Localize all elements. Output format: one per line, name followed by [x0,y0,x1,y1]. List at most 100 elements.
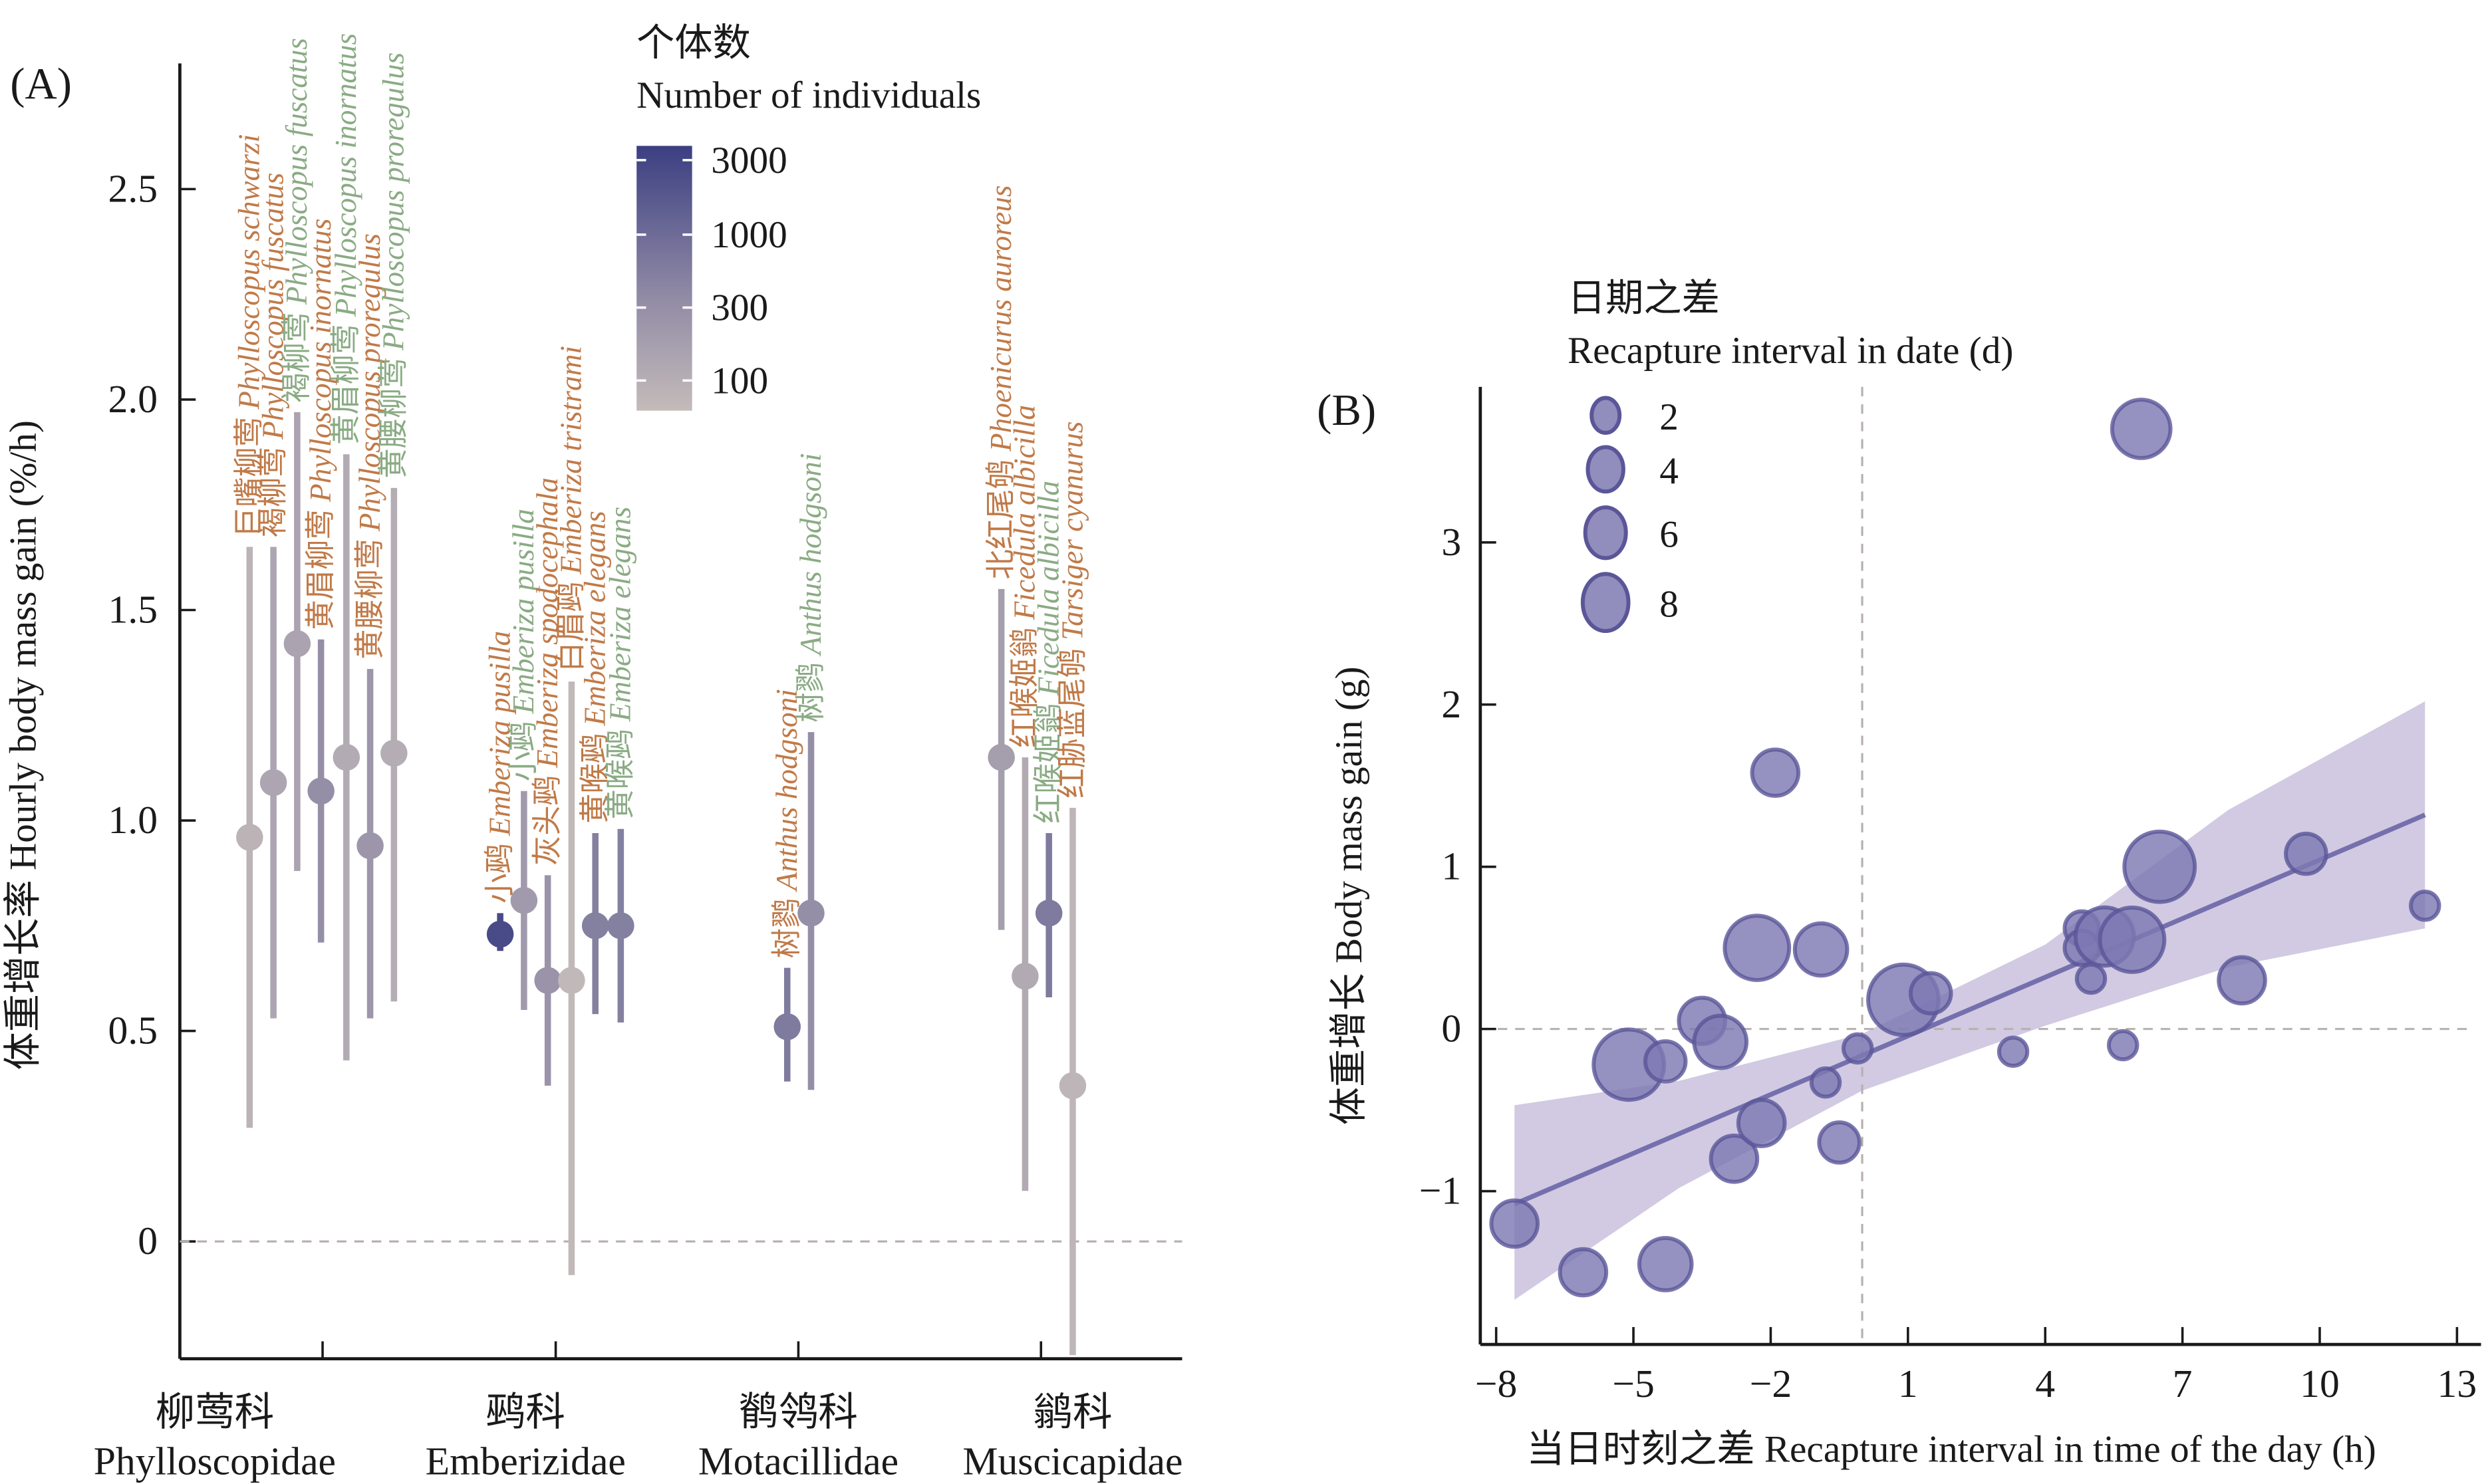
panel-b-x-tick-label: −8 [1475,1362,1517,1406]
size-legend-label: 6 [1659,514,1679,556]
point-range [259,547,287,1019]
point-range [797,732,825,1090]
data-bubble [1750,747,1801,798]
point-range [773,967,801,1082]
data-bubble [1841,1032,1874,1065]
panel-b-label: (B) [1317,386,1376,435]
point-range [534,875,561,1086]
mean-point [581,912,609,939]
panel-b-y-tick-label: 2 [1441,682,1461,726]
panel-b-y-axis: −1 0 1 2 3 [1419,386,1496,1345]
panel-b-reference-lines [1480,386,2475,1345]
size-legend-label: 8 [1659,584,1679,626]
point-range [1059,808,1087,1356]
species-name-zh: 巨嘴柳莺 [233,410,266,538]
species-label: 北红尾鸲 Phoenicurus auroreus [984,185,1018,579]
panel-a-family-labels: 柳莺科 Phylloscopidae 鹀科 Emberizidae 鹡鸰科 Motacil… [94,1390,1183,1483]
panel-b: (B) 体重增长 Body mass gain (g) 当日时刻之差 Recap… [1317,277,2481,1471]
size-legend-bubble [1590,396,1622,435]
size-legend-label: 2 [1659,396,1679,438]
family-label-zh: 鹡鸰科 [739,1390,858,1434]
data-bubble [1709,1133,1760,1184]
family-label-en: Motacillidae [698,1439,898,1483]
species-name-latin: Phylloscopus proregulus [377,53,410,351]
species-name-zh: 灰头鹀 [531,768,564,866]
species-name-latin: Emberiza pusilla [507,509,540,714]
color-bar [636,146,692,411]
data-bubble [2074,962,2108,995]
data-bubble [2284,831,2328,876]
panel-b-y-tick-label: −1 [1419,1169,1461,1213]
species-name-zh: 红喉姬鹟 [1008,620,1041,748]
panel-b-x-axis: −8 −5 −2 1 4 7 10 13 [1475,1326,2481,1406]
family-label-en: Emberizidae [426,1439,626,1483]
species-name-latin: Phylloscopus fuscatus [280,38,313,305]
point-range [607,828,634,1023]
data-bubble [1908,971,1953,1016]
data-bubble [1637,1236,1694,1293]
panel-a-y-axis-title: 体重增长率 Hourly body mass gain (%/h) [2,420,44,1070]
panel-b-y-axis-title: 体重增长 Body mass gain (g) [1328,666,1370,1125]
color-bar-tick-label: 3000 [711,140,787,182]
mean-point [1059,1072,1087,1100]
color-bar-ticks: 3000 1000 300 100 [636,140,787,402]
species-label: 黄喉鹀 Emberiza elegans [579,511,612,824]
mean-point [607,912,634,939]
family-label-zh: 柳莺科 [155,1390,274,1434]
panel-b-x-tick-label: 10 [2300,1362,2340,1406]
data-bubble [2217,955,2267,1006]
point-range [307,639,335,943]
mean-point [1012,963,1039,990]
species-name-latin: Emberiza elegans [604,507,637,722]
species-label: 黄眉柳莺 Phylloscopus inornatus [304,218,337,630]
species-name-zh: 小鹀 [507,713,540,781]
species-name-latin: Tarsiger cyanurus [1055,422,1089,640]
panel-b-y-tick-label: 0 [1441,1007,1461,1051]
color-bar-tick-label: 300 [711,287,768,329]
size-legend-title-zh: 日期之差 [1568,277,1720,319]
mean-point [236,824,263,851]
panel-a-y-tick-label: 1.5 [108,588,158,632]
family-label-zh: 鹟科 [1033,1390,1112,1434]
point-range [236,547,263,1128]
species-name-zh: 树鹨 [770,890,803,958]
family-label-zh: 鹀科 [486,1390,565,1434]
panel-a-y-tick-label: 1.0 [108,798,158,842]
mean-point [259,769,287,797]
data-bubble [2409,890,2441,922]
species-label: 褐柳莺 Phylloscopus fuscatus [256,173,289,538]
panel-a-x-axis [180,1341,1182,1360]
confidence-band [1514,701,2425,1300]
species-label: 树鹨 Anthus hodgsoni [794,453,827,723]
species-name-zh: 黄喉鹀 [604,721,637,819]
regression-line [1513,812,2426,1207]
species-label: 红胁蓝尾鸲 Tarsiger cyanurus [1055,422,1089,799]
point-range [558,681,585,1275]
panel-b-y-tick-label: 1 [1441,844,1461,888]
species-name-zh: 树鹨 [794,655,827,723]
mean-point [356,832,384,860]
color-legend: 个体数 Number of individuals 3000 1000 300 100 [636,22,981,411]
point-range [356,669,384,1019]
data-bubble [2098,906,2167,974]
size-legend-bubble [1583,505,1628,560]
mean-point [333,743,360,771]
species-label: 巨嘴柳莺 Phylloscopus schwarzi [233,134,266,537]
species-name-latin: Emberiza pusilla [483,631,516,836]
data-bubble [2106,1029,2140,1062]
mean-point [797,900,825,927]
species-name-zh: 黄眉柳莺 [329,316,362,445]
mean-point [307,777,335,804]
data-bubble [1792,921,1850,978]
color-bar-tick-label: 1000 [711,214,787,256]
point-range [1035,833,1063,997]
data-bubble [1736,1098,1787,1148]
species-name-latin: Phoenicurus auroreus [984,185,1018,452]
panel-a-y-tick-label: 2.0 [108,377,158,421]
species-name-zh: 白眉鹀 [555,574,588,672]
color-legend-title-zh: 个体数 [636,22,751,64]
point-range [283,412,311,872]
species-name-latin: Anthus hodgsoni [794,453,827,657]
